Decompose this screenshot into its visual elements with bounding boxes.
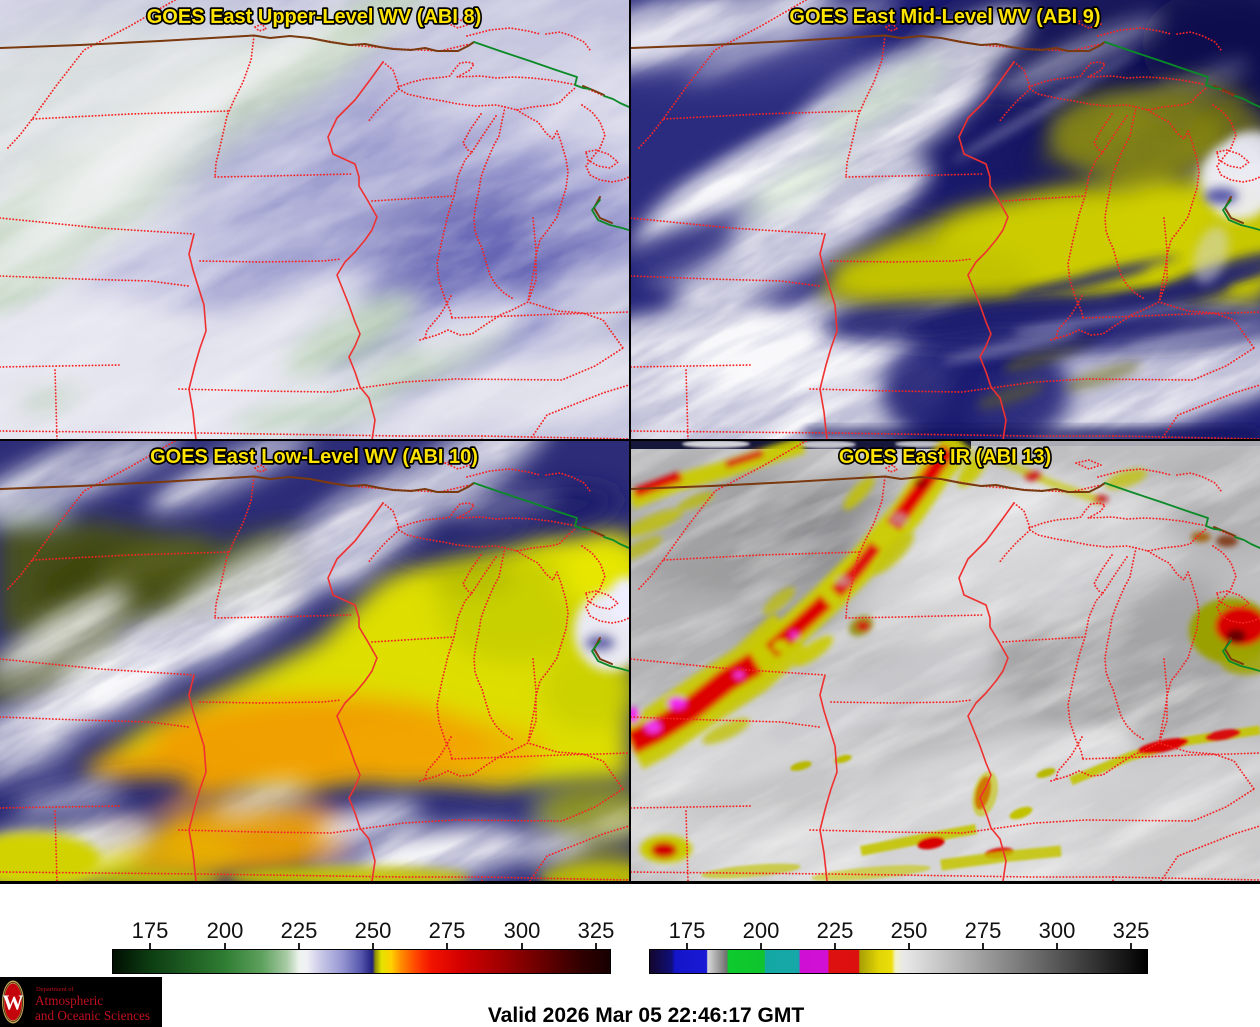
svg-text:GOES East Low-Level WV (ABI 10: GOES East Low-Level WV (ABI 10) — [150, 446, 478, 468]
svg-text:W: W — [3, 991, 24, 1015]
svg-text:and Oceanic Sciences: and Oceanic Sciences — [35, 1008, 150, 1023]
svg-text:GOES East Mid-Level WV (ABI 9): GOES East Mid-Level WV (ABI 9) — [789, 6, 1100, 28]
svg-text:Department of: Department of — [36, 986, 75, 993]
svg-text:Atmospheric: Atmospheric — [35, 993, 103, 1008]
svg-text:GOES East IR (ABI 13): GOES East IR (ABI 13) — [839, 446, 1051, 468]
svg-text:GOES East Upper-Level WV (ABI: GOES East Upper-Level WV (ABI 8) — [147, 6, 482, 28]
